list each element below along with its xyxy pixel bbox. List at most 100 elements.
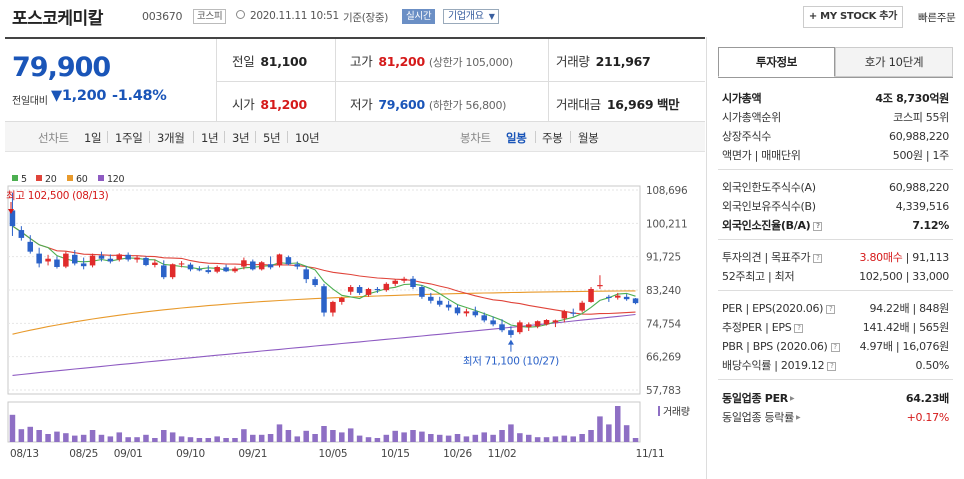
- candle-body: [356, 287, 363, 293]
- volume-bar: [347, 428, 354, 442]
- legend-label: 5: [21, 174, 27, 185]
- volume-bar: [472, 434, 479, 442]
- info-row[interactable]: 동일업종 등락률 ▶ +0.17%: [722, 411, 949, 424]
- my-stock-add-button[interactable]: + MY STOCK 추가: [803, 6, 903, 28]
- candle-body: [36, 253, 42, 264]
- info-row: 배당수익률 | 2019.12? 0.50%: [722, 359, 949, 372]
- volume-bar: [89, 430, 96, 442]
- candle-body: [303, 269, 309, 280]
- volume-bar: [419, 431, 425, 442]
- volume-legend-label: 거래량: [663, 406, 690, 418]
- volume-bar: [445, 435, 452, 442]
- opinion-group: 투자의견 | 목표주가? 3.80매수 | 91,113 52주최고 | 최저 10…: [718, 248, 953, 291]
- info-row: 추정PER | EPS? 141.42배 | 565원: [722, 321, 949, 334]
- volume-bar: [579, 434, 585, 442]
- volume-bar: [552, 436, 559, 442]
- volume-bar: [570, 436, 576, 442]
- tab-3month[interactable]: 3개월: [157, 131, 185, 145]
- candle-body: [107, 258, 114, 262]
- quick-order-link[interactable]: 빠른주문: [918, 12, 956, 24]
- candle-body: [445, 304, 452, 308]
- legend-label: 20: [45, 174, 57, 185]
- volume-bar: [285, 430, 292, 442]
- help-icon[interactable]: ?: [830, 343, 840, 352]
- volume-bar: [463, 436, 470, 442]
- clock-icon: [236, 10, 245, 19]
- volume-cell: 거래량 211,967: [556, 54, 651, 69]
- candle-body: [543, 320, 550, 325]
- volume-bar: [143, 434, 149, 442]
- tab-order-book[interactable]: 호가 10단계: [835, 47, 953, 77]
- candle-body: [125, 254, 131, 260]
- info-row: 시가총액 4조 8,730억원: [722, 92, 949, 105]
- live-badge[interactable]: 실시간: [402, 9, 436, 24]
- tab-3year[interactable]: 3년: [232, 131, 250, 145]
- candle-body: [258, 262, 265, 270]
- volume-bar: [276, 424, 283, 442]
- tab-1year[interactable]: 1년: [201, 131, 219, 145]
- ma-5-line: [12, 225, 636, 328]
- volume-bar: [27, 426, 34, 442]
- candle-body: [374, 288, 381, 291]
- tab-weekly[interactable]: 주봉: [542, 131, 563, 145]
- tab-1day[interactable]: 1일: [84, 131, 102, 145]
- tab-investment-info[interactable]: 투자정보: [718, 47, 835, 77]
- candle-body: [339, 298, 345, 302]
- help-icon[interactable]: ?: [813, 222, 823, 231]
- candle-body: [534, 321, 541, 327]
- candle-body: [330, 301, 336, 313]
- tab-10year[interactable]: 10년: [295, 131, 320, 145]
- volume-bar: [508, 424, 514, 442]
- candle-body: [428, 296, 434, 301]
- company-overview-dropdown[interactable]: 기업개요 ▼: [443, 9, 499, 24]
- volume-bar: [54, 431, 60, 442]
- candle-body: [196, 269, 203, 271]
- volume-bar: [499, 430, 505, 442]
- info-row[interactable]: 동일업종 PER ▶ 64.23배: [722, 392, 949, 405]
- volume-bar: [606, 424, 612, 442]
- volume-bar: [312, 434, 318, 442]
- help-icon[interactable]: ?: [794, 324, 804, 333]
- legend-swatch: [36, 175, 42, 181]
- line-chart-label: 선차트: [38, 131, 69, 145]
- x-tick-label: 11/02: [488, 448, 517, 460]
- candle-body: [623, 296, 630, 300]
- candle-body: [365, 288, 372, 295]
- candle-body: [499, 324, 505, 331]
- tab-monthly[interactable]: 월봉: [578, 131, 599, 145]
- volume-bar: [294, 436, 301, 442]
- candle-body: [250, 261, 256, 270]
- candle-body: [552, 320, 559, 323]
- volume-bar: [525, 434, 532, 442]
- tab-5year[interactable]: 5년: [263, 131, 281, 145]
- info-row: 외국인보유주식수(B) 4,339,516: [722, 200, 949, 213]
- help-icon[interactable]: ?: [827, 362, 837, 371]
- candle-body: [72, 254, 78, 264]
- tab-1week[interactable]: 1주일: [115, 131, 143, 145]
- volume-bar: [161, 430, 167, 442]
- y-tick-label: 57,783: [646, 385, 681, 397]
- high-cell: 고가 81,200 (상한가 105,000): [350, 54, 513, 69]
- y-tick-label: 74,754: [646, 318, 682, 330]
- volume-bar: [187, 437, 194, 442]
- candle-body: [27, 241, 34, 252]
- price-change: ▼1,200: [51, 88, 107, 104]
- price-chart[interactable]: 108,696 100,211 91,725 83,240 74,754 66,269 57…: [0, 152, 705, 479]
- candle-body: [152, 262, 158, 266]
- open-cell: 시가 81,200: [232, 97, 307, 112]
- divider: [216, 81, 705, 82]
- candle-body: [410, 278, 416, 288]
- help-icon[interactable]: ?: [826, 305, 836, 314]
- volume-bar: [223, 438, 229, 442]
- candle-body: [63, 253, 69, 267]
- legend-swatch: [67, 175, 73, 181]
- candle-body: [161, 265, 167, 278]
- price-summary: 79,900 전일대비 ▼1,200 -1.48% 전일 81,100 고가 81,…: [5, 37, 705, 123]
- candle-body: [143, 257, 149, 266]
- volume-bar: [125, 437, 131, 442]
- candle-body: [579, 302, 585, 311]
- help-icon[interactable]: ?: [813, 254, 823, 263]
- candle-body: [606, 296, 612, 299]
- volume-bar: [9, 414, 16, 442]
- tab-daily[interactable]: 일봉: [506, 131, 527, 145]
